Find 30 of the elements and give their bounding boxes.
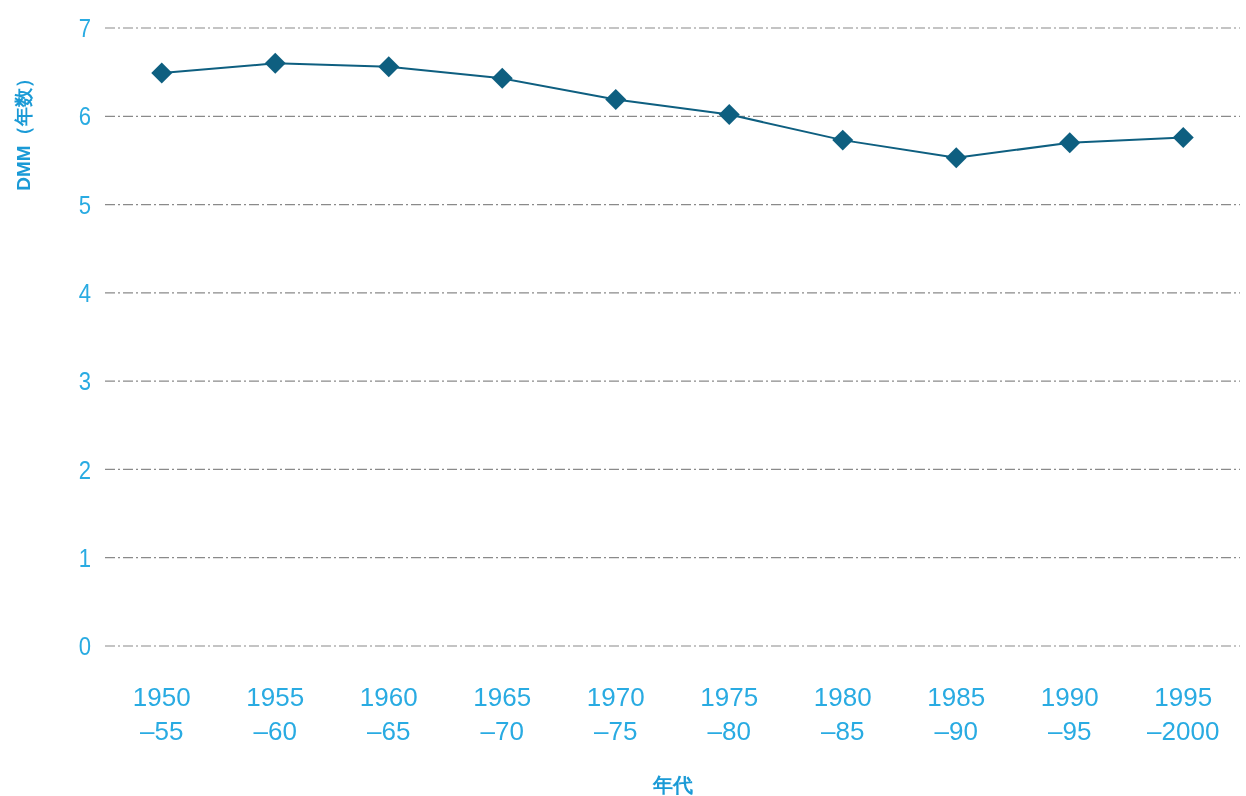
point [605,89,627,110]
x-tick-label: 1970 –75 [586,682,645,746]
point [945,147,967,169]
point [264,52,286,74]
y-tick-label: 6 [78,101,91,131]
x-tick-label: 1985 –90 [927,682,986,746]
y-tick-label: 0 [78,631,91,661]
y-tick-label: 3 [78,366,91,396]
y-axis-title: DMM（年数） [13,69,34,191]
x-tick-label: 1965 –70 [473,682,532,746]
point [832,129,854,151]
x-tick-label: 1990 –95 [1040,682,1099,746]
x-tick-label: 1995 –2000 [1147,682,1220,746]
point [1059,132,1081,154]
x-tick-label: 1960 –65 [359,682,418,746]
point [491,67,513,89]
point [718,104,740,126]
point [1172,126,1194,148]
point [378,56,400,78]
y-tick-label: 4 [78,278,91,308]
y-tick-label: 2 [78,454,91,484]
x-tick-label: 1955 –60 [246,682,305,746]
point [151,62,173,84]
y-tick-label: 5 [78,189,91,220]
y-tick-label: 1 [78,543,91,573]
x-tick-label: 1950 –55 [132,682,191,746]
x-axis-title: 年代 [651,774,693,796]
y-tick-label: 7 [78,13,91,43]
x-tick-label: 1980 –85 [813,682,872,746]
x-tick-label: 1975 –80 [700,682,759,746]
